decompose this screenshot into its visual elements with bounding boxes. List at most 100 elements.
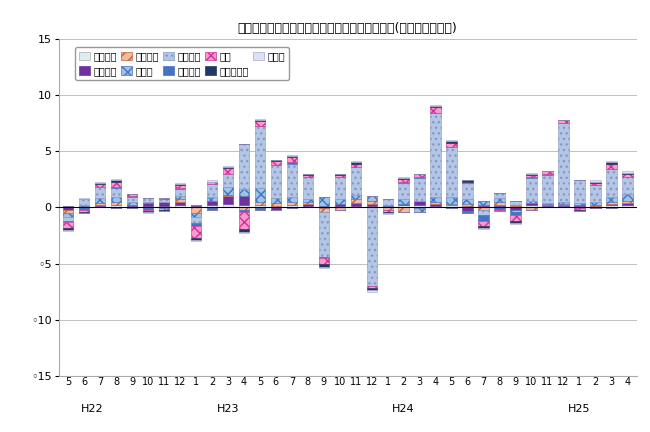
Bar <box>447 205 457 207</box>
Bar <box>175 185 185 188</box>
Bar <box>382 205 393 206</box>
Bar <box>478 228 489 229</box>
Bar <box>462 181 473 183</box>
Bar <box>606 169 617 197</box>
Bar <box>367 204 377 206</box>
Bar <box>287 162 297 164</box>
Bar <box>190 213 201 217</box>
Bar <box>159 198 169 200</box>
Bar <box>462 204 473 206</box>
Bar <box>350 167 361 195</box>
Bar <box>575 209 584 210</box>
Bar <box>270 161 281 165</box>
Bar <box>415 205 425 207</box>
Bar <box>558 206 569 207</box>
Bar <box>575 203 584 205</box>
Bar <box>447 207 457 209</box>
Bar <box>207 197 217 200</box>
Bar <box>575 210 584 211</box>
Bar <box>318 197 329 206</box>
Bar <box>95 183 105 184</box>
Bar <box>303 174 313 175</box>
Bar <box>287 157 297 162</box>
Bar <box>606 162 617 164</box>
Bar <box>239 212 249 229</box>
Text: H22: H22 <box>81 403 103 413</box>
Bar <box>367 290 377 292</box>
Legend: 一般機械, 電気機械, 情報通信, 電デバ, 輸送機械, 窯業土石, 化学, その他工業, その他: 一般機械, 電気機械, 情報通信, 電デバ, 輸送機械, 窯業土石, 化学, そ… <box>75 47 289 80</box>
Bar <box>223 204 233 207</box>
Bar <box>542 175 552 203</box>
Bar <box>367 196 377 200</box>
Bar <box>239 196 249 205</box>
Bar <box>143 202 153 203</box>
Bar <box>606 202 617 204</box>
Bar <box>175 196 185 200</box>
Bar <box>287 202 297 205</box>
Bar <box>575 181 584 203</box>
Bar <box>350 200 361 203</box>
Bar <box>430 202 441 204</box>
Bar <box>350 161 361 162</box>
Bar <box>622 203 632 205</box>
Bar <box>558 123 569 202</box>
Bar <box>526 200 537 203</box>
Bar <box>223 187 233 195</box>
Bar <box>270 206 281 207</box>
Bar <box>398 207 409 212</box>
Bar <box>111 187 121 188</box>
Bar <box>175 200 185 202</box>
Bar <box>207 207 217 209</box>
Bar <box>190 217 201 223</box>
Bar <box>175 189 185 196</box>
Bar <box>143 211 153 212</box>
Bar <box>542 206 552 207</box>
Bar <box>223 195 233 196</box>
Bar <box>303 175 313 177</box>
Bar <box>382 212 393 213</box>
Bar <box>79 210 89 212</box>
Bar <box>270 165 281 198</box>
Bar <box>398 205 409 207</box>
Bar <box>111 197 121 202</box>
Bar <box>239 189 249 196</box>
Bar <box>478 210 489 215</box>
Bar <box>159 202 169 206</box>
Bar <box>606 164 617 169</box>
Bar <box>190 240 201 241</box>
Bar <box>350 203 361 206</box>
Bar <box>175 183 185 184</box>
Bar <box>575 205 584 206</box>
Bar <box>111 202 121 205</box>
Bar <box>63 206 73 207</box>
Bar <box>350 206 361 207</box>
Bar <box>398 200 409 204</box>
Bar <box>63 213 73 217</box>
Bar <box>95 203 105 205</box>
Bar <box>622 174 632 177</box>
Text: H25: H25 <box>568 403 591 413</box>
Bar <box>542 203 552 204</box>
Bar <box>398 177 409 178</box>
Bar <box>478 226 489 228</box>
Bar <box>398 181 409 183</box>
Bar <box>350 164 361 167</box>
Bar <box>478 206 489 207</box>
Bar <box>318 267 329 268</box>
Bar <box>270 160 281 161</box>
Bar <box>495 206 505 207</box>
Bar <box>190 238 201 240</box>
Bar <box>367 286 377 288</box>
Bar <box>558 120 569 123</box>
Bar <box>367 200 377 204</box>
Bar <box>430 105 441 106</box>
Bar <box>318 264 329 267</box>
Bar <box>430 106 441 108</box>
Bar <box>398 204 409 205</box>
Bar <box>143 209 153 210</box>
Bar <box>526 174 537 175</box>
Bar <box>510 207 521 210</box>
Bar <box>255 209 265 210</box>
Bar <box>190 223 201 226</box>
Bar <box>526 205 537 207</box>
